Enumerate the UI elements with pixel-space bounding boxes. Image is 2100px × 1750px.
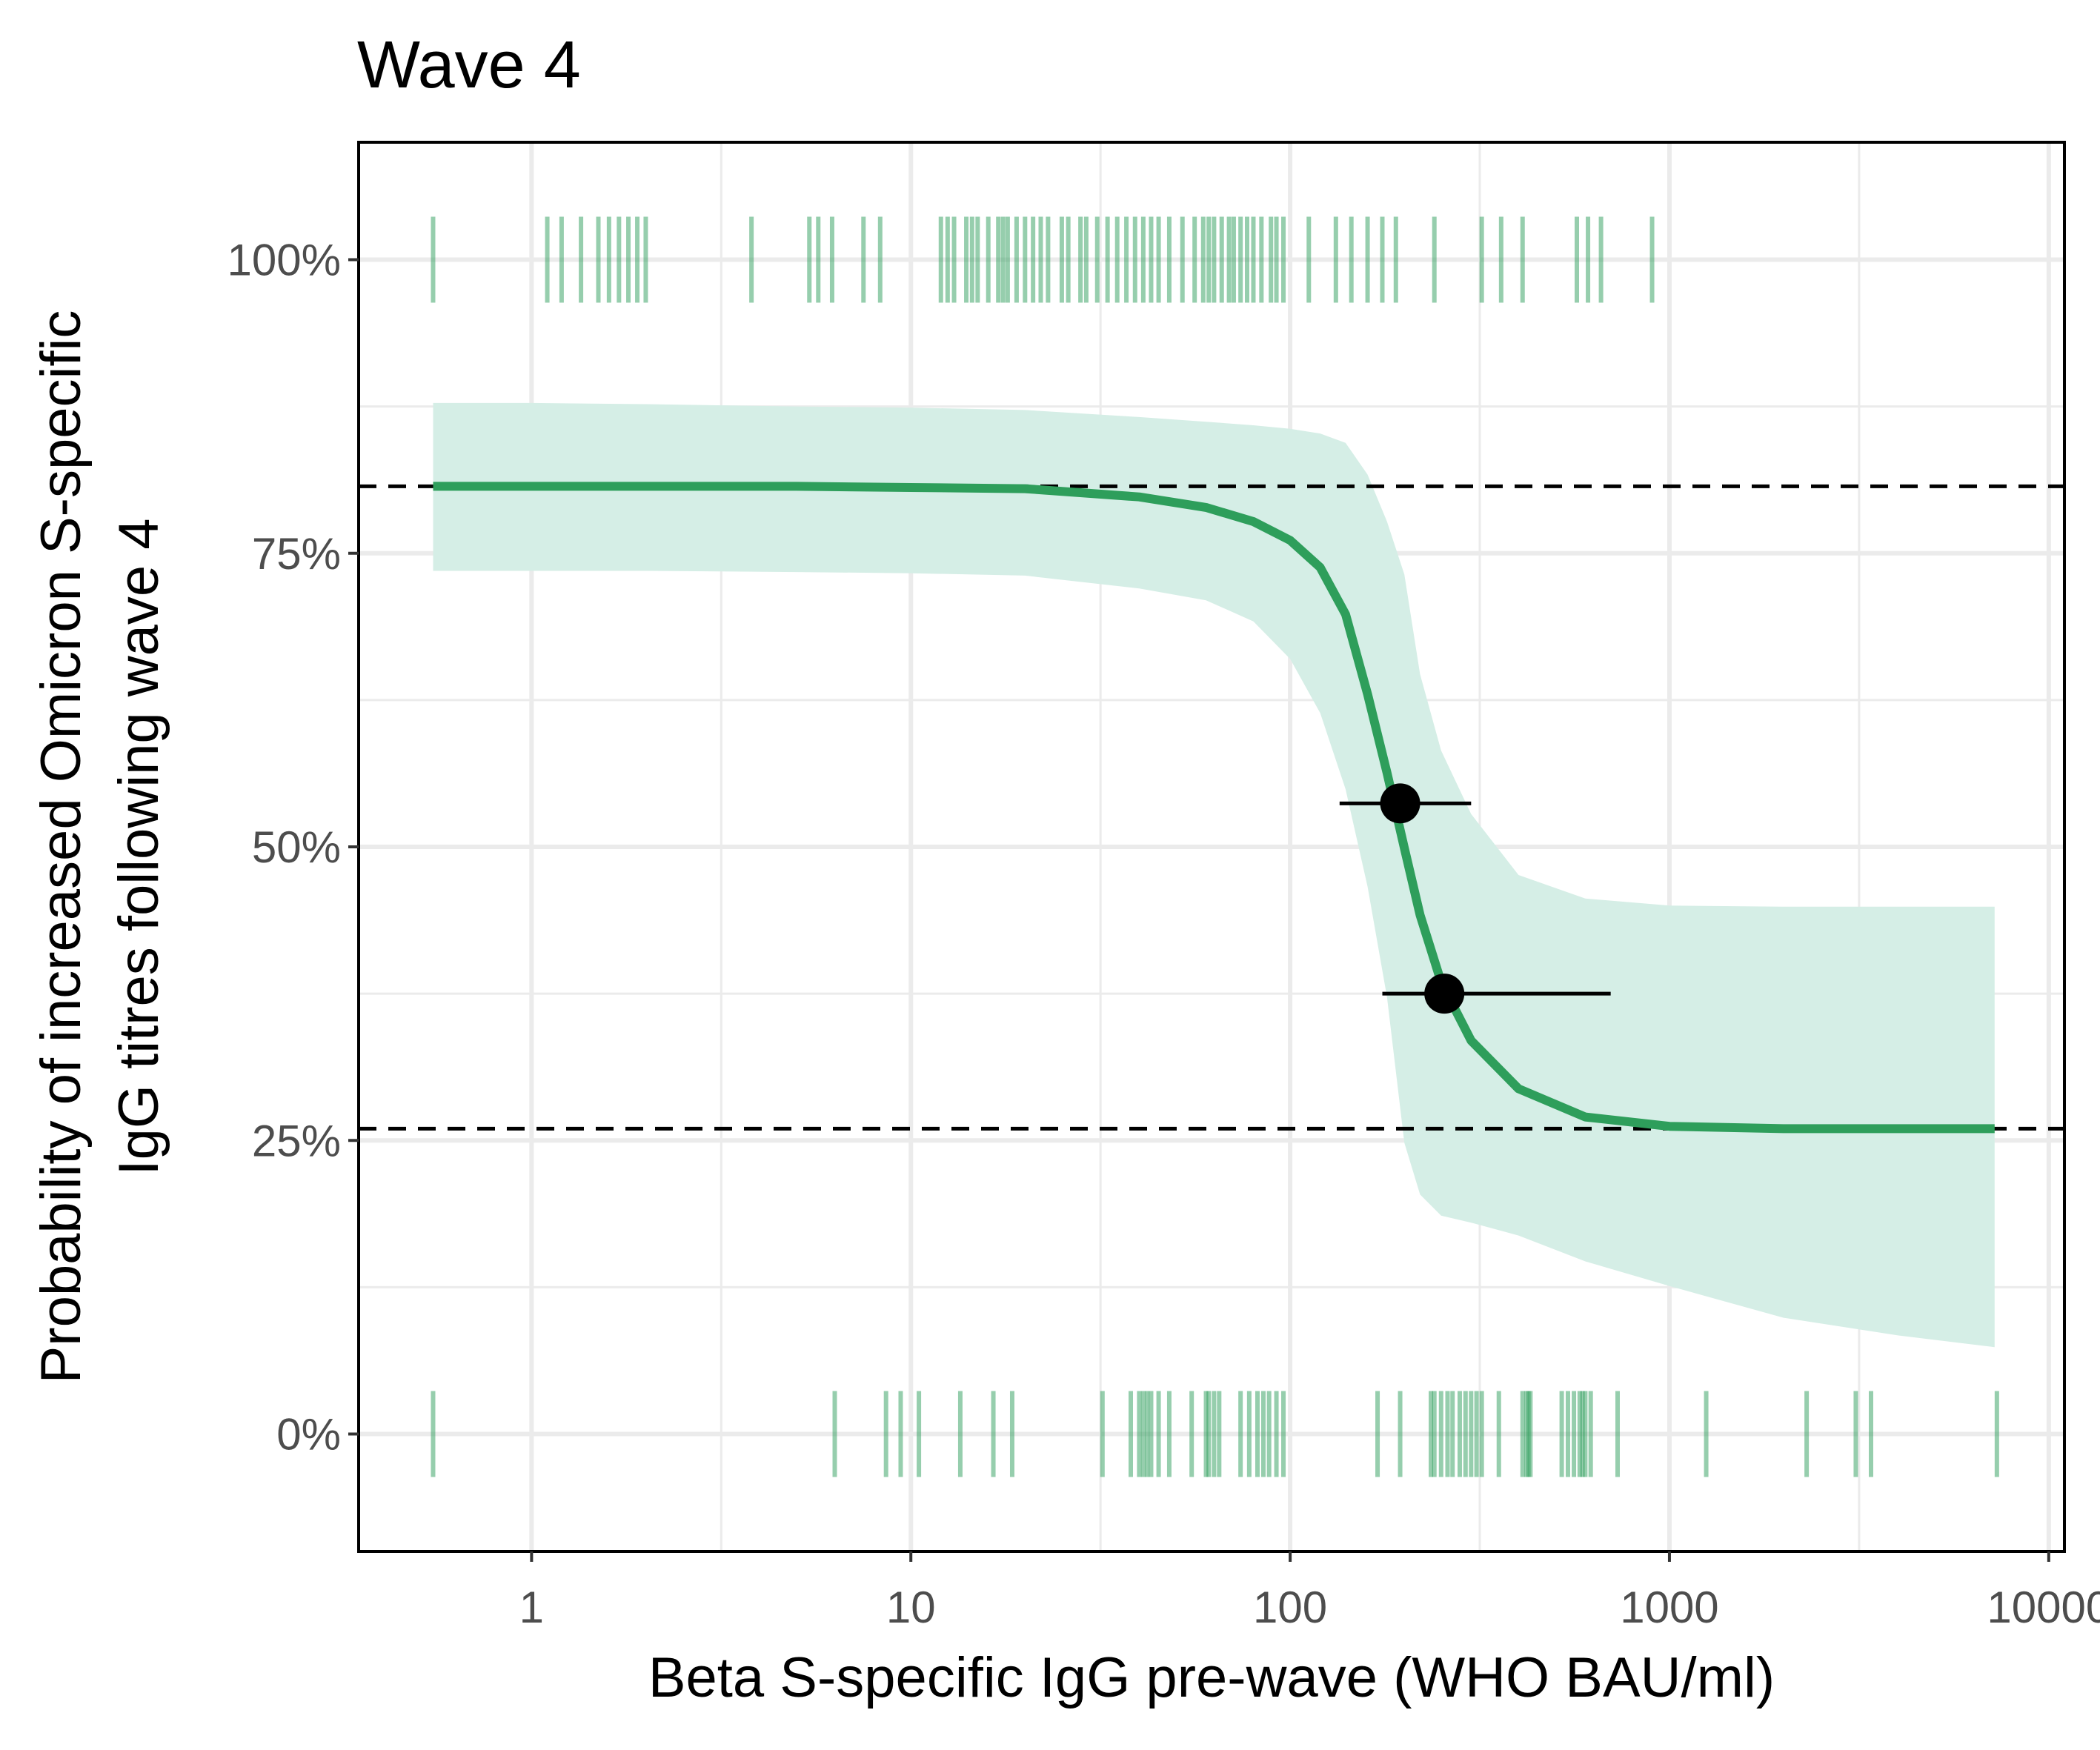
y-axis-title-line-2: IgG titres following wave 4 <box>107 518 170 1175</box>
fitted-curve <box>433 482 1995 1134</box>
x-tick-label: 1000 <box>1620 1583 1718 1632</box>
x-tick-label: 10000 <box>1987 1583 2100 1632</box>
y-tick-label: 50% <box>252 822 341 872</box>
y-tick-label: 75% <box>252 529 341 579</box>
confidence-band-layer <box>433 402 1995 1348</box>
data-point <box>1380 783 1421 824</box>
y-axis-ticks: 0% 25% 50% 75% 100% <box>227 236 359 1460</box>
x-tick-label: 1 <box>519 1583 544 1632</box>
y-tick-label: 25% <box>252 1116 341 1165</box>
y-tick-label: 0% <box>276 1410 341 1460</box>
data-point <box>1424 974 1465 1014</box>
x-axis-ticks: 1 10 100 1000 10000 <box>519 1551 2100 1632</box>
y-tick-label: 100% <box>227 236 341 285</box>
chart-title: Wave 4 <box>357 28 581 102</box>
rug-marks <box>431 216 1999 1477</box>
x-tick-label: 10 <box>886 1583 936 1632</box>
x-tick-label: 100 <box>1253 1583 1327 1632</box>
confidence-band <box>433 402 1995 1348</box>
point-estimates <box>1339 783 1611 1014</box>
grid-lines <box>359 142 2064 1551</box>
fitted-curve-layer <box>433 482 1995 1134</box>
y-axis-title-line-1: Probability of increased Omicron S-speci… <box>30 310 93 1384</box>
x-axis-title: Beta S-specific IgG pre-wave (WHO BAU/ml… <box>648 1646 1775 1709</box>
